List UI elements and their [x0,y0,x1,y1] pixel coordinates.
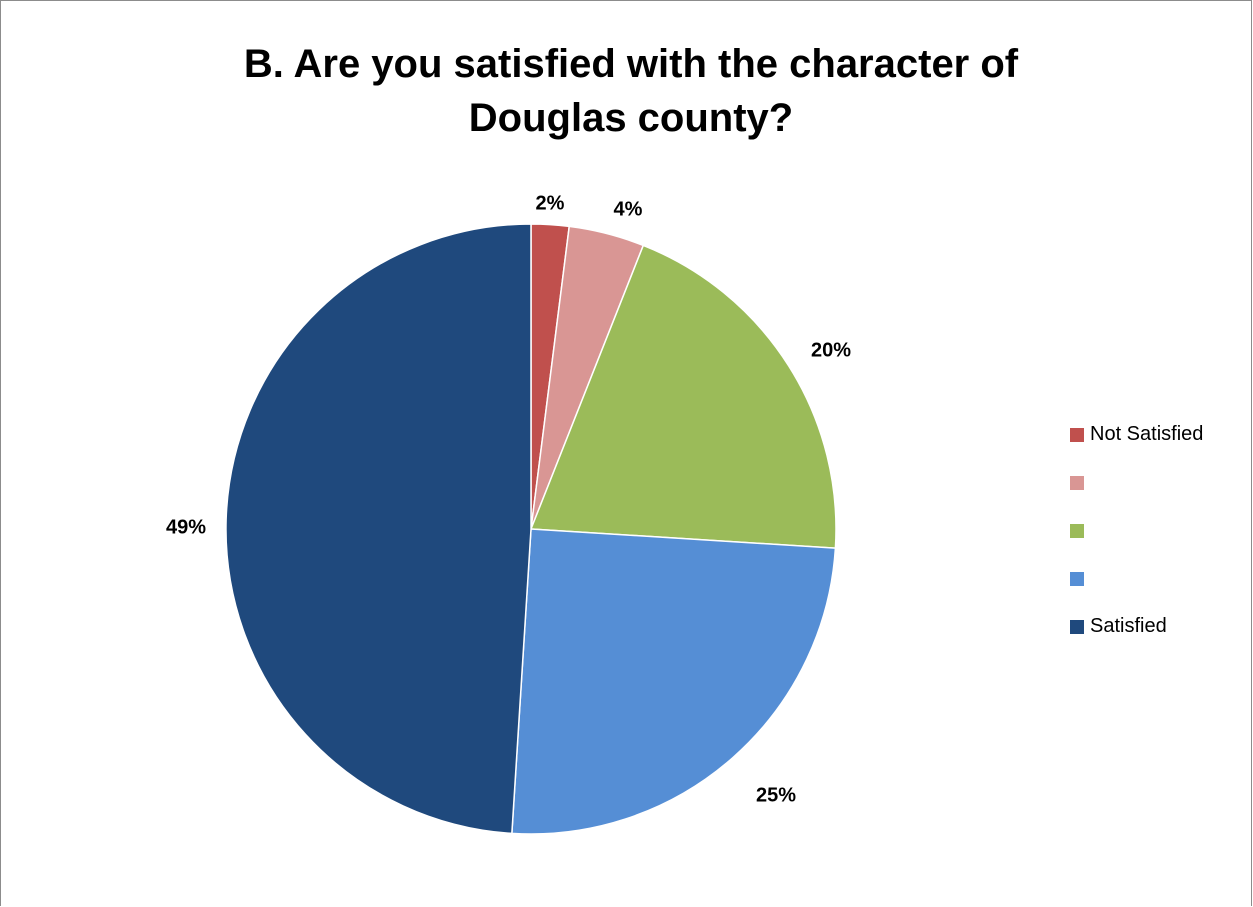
legend-swatch [1070,620,1084,634]
chart-title: B. Are you satisfied with the character … [131,37,1131,145]
pie-slices [225,223,837,835]
legend-swatch [1070,572,1084,586]
legend-item-4 [1070,563,1203,611]
pie-slice-3 [529,244,837,549]
legend-swatch [1070,428,1084,442]
data-label-3: 20% [811,339,851,361]
data-label-2: 4% [614,198,643,220]
legend-item-not-satisfied: Not Satisfied [1070,419,1203,467]
legend-item-3 [1070,515,1203,563]
legend-item-2 [1070,467,1203,515]
legend-swatch [1070,476,1084,490]
data-label-not-satisfied: 2% [536,192,565,214]
pie-slice-satisfied [225,223,532,835]
legend-label: Satisfied [1090,615,1167,637]
legend-item-satisfied: Satisfied [1070,611,1203,659]
chart-title-line-2: Douglas county? [468,96,794,140]
legend: Not Satisfied Satisfied [1070,419,1203,659]
pie-slice-4 [511,528,837,835]
chart-title-line-1: B. Are you satisfied with the character … [243,42,1019,86]
pie-data-labels: 2% 4% 20% 25% 49% [166,192,851,806]
legend-label: Not Satisfied [1090,423,1204,445]
data-label-satisfied: 49% [166,516,206,538]
data-label-4: 25% [756,784,796,806]
legend-swatch [1070,524,1084,538]
